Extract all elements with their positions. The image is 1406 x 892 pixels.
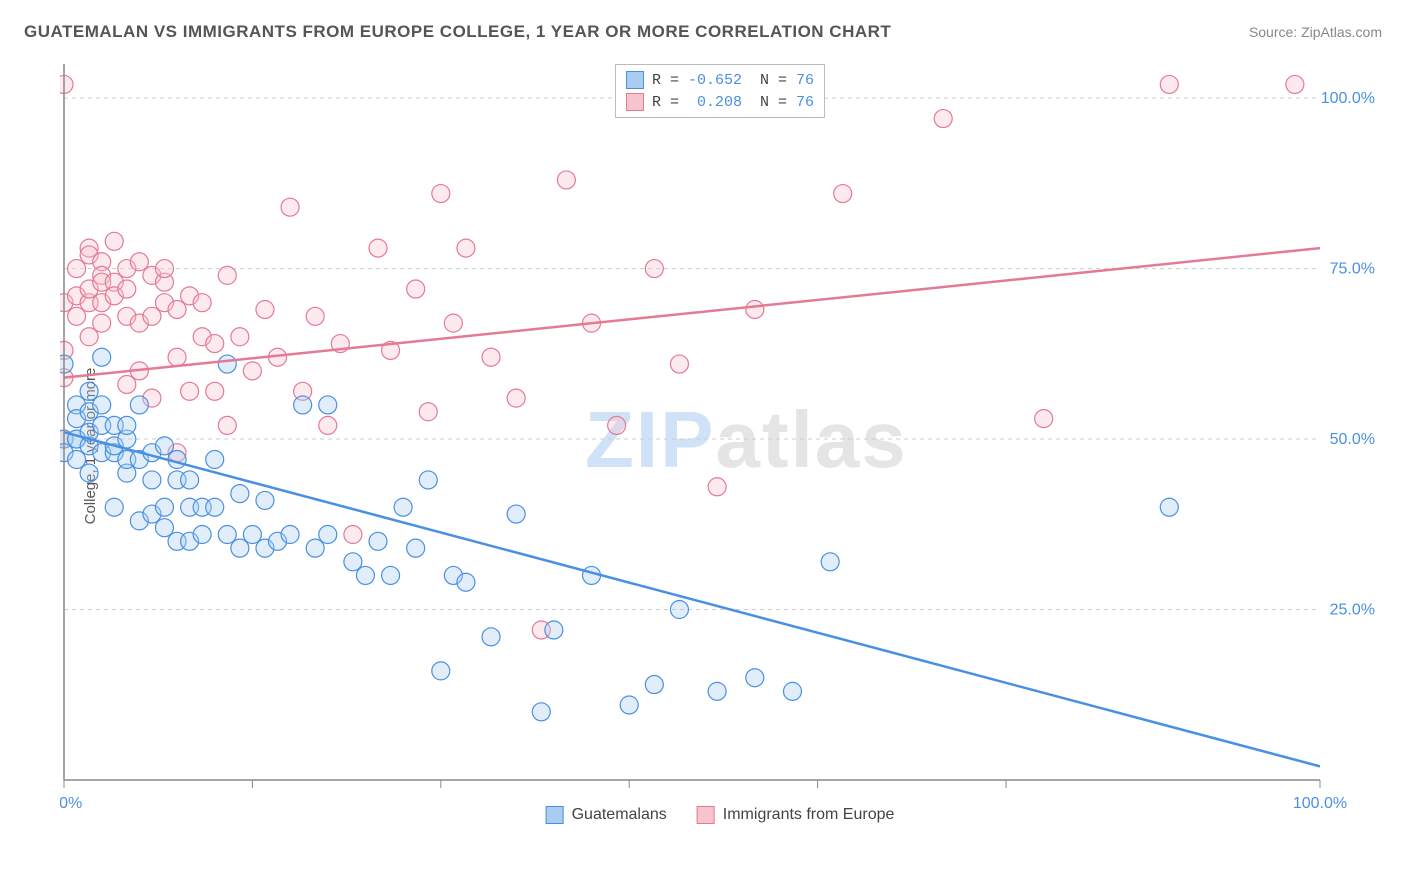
svg-text:100.0%: 100.0% — [1321, 90, 1375, 107]
chart-source: Source: ZipAtlas.com — [1249, 24, 1382, 40]
svg-text:50.0%: 50.0% — [1330, 431, 1375, 448]
svg-text:25.0%: 25.0% — [1330, 602, 1375, 619]
legend-stats: R = 0.208 N = 76 — [652, 94, 814, 111]
legend-swatch-b — [626, 93, 644, 111]
chart-area: ZIPatlas 25.0%50.0%75.0%100.0%0.0%100.0%… — [60, 60, 1380, 820]
legend-item: Immigrants from Europe — [697, 806, 895, 824]
legend-row: R = 0.208 N = 76 — [626, 91, 814, 113]
series-legend: Guatemalans Immigrants from Europe — [546, 806, 895, 824]
legend-swatch-a — [626, 71, 644, 89]
svg-text:75.0%: 75.0% — [1330, 261, 1375, 278]
scatter-plot: 25.0% 50.0% 75.0% 100.0% 0.0% 100.0% — [60, 60, 1380, 820]
legend-item: Guatemalans — [546, 806, 667, 824]
legend-stats: R = -0.652 N = 76 — [652, 72, 814, 89]
chart-title: GUATEMALAN VS IMMIGRANTS FROM EUROPE COL… — [24, 22, 891, 42]
correlation-legend: R = -0.652 N = 76 R = 0.208 N = 76 — [615, 64, 825, 118]
legend-label: Immigrants from Europe — [723, 806, 895, 824]
svg-text:100.0%: 100.0% — [1293, 795, 1347, 812]
legend-swatch-a — [546, 806, 564, 824]
legend-label: Guatemalans — [572, 806, 667, 824]
svg-text:0.0%: 0.0% — [60, 795, 82, 812]
legend-swatch-b — [697, 806, 715, 824]
legend-row: R = -0.652 N = 76 — [626, 69, 814, 91]
